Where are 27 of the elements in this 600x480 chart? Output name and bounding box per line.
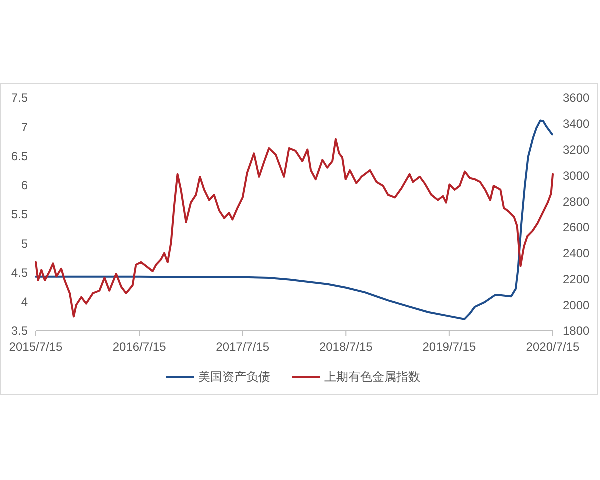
legend-label: 美国资产负债 [198,370,270,384]
y2-tick-label: 3400 [563,117,590,132]
y2-tick-label: 1800 [563,324,590,338]
legend-label: 上期有色金属指数 [324,370,420,384]
y-tick-label: 7 [21,120,28,134]
y2-tick-label: 3200 [563,142,590,157]
y2-tick-label: 2000 [563,298,590,312]
x-tick-label: 2015/7/15 [9,340,64,354]
x-tick-label: 2019/7/15 [422,340,476,354]
y-tick-label: 5 [21,236,28,251]
y-tick-label: 3.5 [11,324,28,338]
x-tick-label: 2016/7/15 [112,340,167,354]
y2-tick-label: 3000 [563,168,590,183]
y-tick-label: 4.5 [11,266,28,280]
x-tick-label: 2017/7/15 [216,340,270,354]
x-tick-label: 2020/7/15 [526,340,580,354]
y2-tick-label: 2400 [563,246,590,261]
x-tick-label: 2018/7/15 [319,340,374,354]
y-tick-label: 5.5 [11,208,28,222]
y-tick-label: 6 [21,178,28,193]
y-tick-label: 4 [21,295,28,310]
y-tick-label: 6.5 [11,149,28,164]
y2-tick-label: 2200 [563,272,590,286]
y2-tick-label: 2800 [563,194,590,209]
y-tick-label: 7.5 [11,91,28,106]
y2-tick-label: 3600 [563,91,590,106]
y2-tick-label: 2600 [563,220,590,235]
